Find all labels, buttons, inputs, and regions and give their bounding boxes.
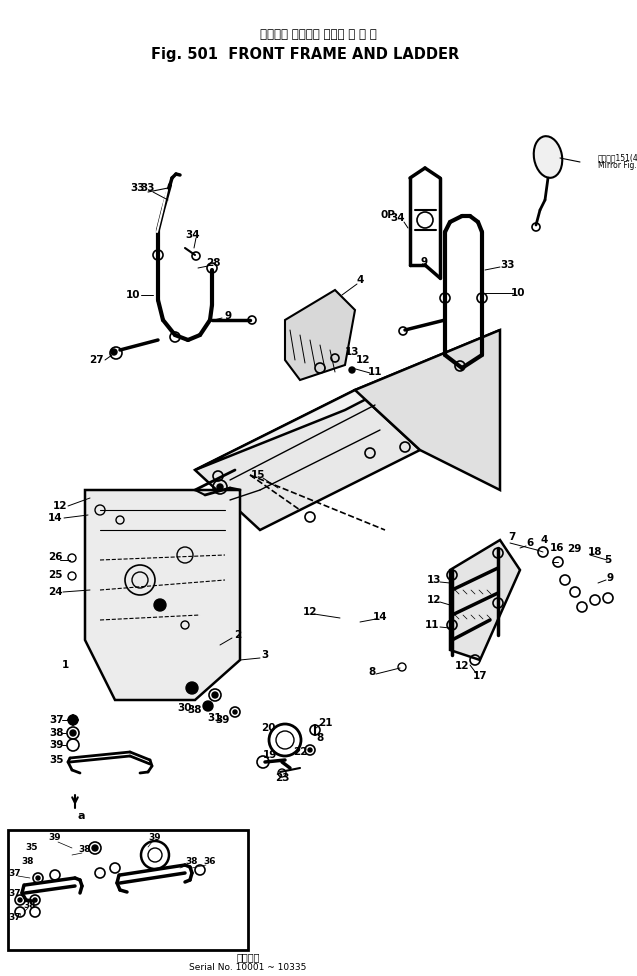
Text: a: a — [78, 811, 85, 821]
Text: Serial No. 10001 ~ 10335: Serial No. 10001 ~ 10335 — [189, 963, 306, 972]
Text: 4: 4 — [356, 275, 364, 285]
Circle shape — [70, 730, 76, 736]
Polygon shape — [355, 330, 500, 490]
Circle shape — [36, 876, 40, 880]
Text: 28: 28 — [206, 258, 220, 268]
Text: フロント フレーム および ラ ダ ー: フロント フレーム および ラ ダ ー — [260, 28, 376, 42]
Circle shape — [154, 599, 166, 611]
Text: 12: 12 — [427, 595, 441, 605]
Text: ミラー図151(4)号: ミラー図151(4)号 — [598, 153, 637, 162]
Text: 11: 11 — [368, 367, 382, 377]
Text: Mirror Fig. 161 (8).: Mirror Fig. 161 (8). — [598, 161, 637, 171]
Text: 20: 20 — [261, 723, 275, 733]
Circle shape — [111, 349, 117, 355]
Circle shape — [68, 715, 78, 725]
Text: 27: 27 — [89, 355, 103, 365]
Text: 33: 33 — [141, 183, 155, 193]
Polygon shape — [195, 390, 420, 530]
Text: 39: 39 — [48, 834, 61, 842]
Polygon shape — [450, 540, 520, 660]
Text: 14: 14 — [48, 513, 62, 523]
Text: 9: 9 — [224, 311, 232, 321]
Text: 21: 21 — [318, 718, 333, 728]
Text: 39: 39 — [215, 715, 229, 725]
Text: 9: 9 — [606, 573, 613, 583]
Text: 22: 22 — [293, 747, 307, 757]
Text: 14: 14 — [373, 612, 387, 622]
Text: 18: 18 — [588, 547, 602, 557]
Text: 8: 8 — [317, 733, 324, 743]
Text: 33: 33 — [131, 183, 145, 193]
Text: 38: 38 — [24, 901, 36, 910]
Text: 38: 38 — [186, 858, 198, 867]
Text: 38: 38 — [188, 705, 203, 715]
Text: 8: 8 — [368, 667, 376, 677]
Text: 37: 37 — [50, 715, 64, 725]
Text: 4: 4 — [540, 535, 548, 545]
Polygon shape — [195, 330, 500, 470]
Text: 適用番号: 適用番号 — [236, 952, 260, 962]
Text: 34: 34 — [390, 213, 405, 223]
Text: 12: 12 — [355, 355, 370, 365]
Circle shape — [186, 682, 198, 694]
Text: 38: 38 — [50, 728, 64, 738]
Text: 0P: 0P — [380, 210, 396, 220]
Text: 25: 25 — [48, 570, 62, 580]
Circle shape — [92, 845, 98, 851]
Polygon shape — [85, 490, 240, 700]
Text: 19: 19 — [263, 750, 277, 760]
Text: 6: 6 — [526, 538, 534, 548]
Text: 34: 34 — [186, 230, 200, 240]
Text: 39: 39 — [50, 740, 64, 750]
Text: 3: 3 — [261, 650, 269, 660]
Text: 36: 36 — [204, 858, 216, 867]
Text: 35: 35 — [25, 842, 38, 851]
Text: Fig. 501  FRONT FRAME AND LADDER: Fig. 501 FRONT FRAME AND LADDER — [151, 48, 459, 62]
Circle shape — [212, 692, 218, 698]
Bar — [8, 830, 248, 950]
Text: 2: 2 — [234, 630, 241, 640]
Text: 1: 1 — [61, 660, 69, 670]
Polygon shape — [285, 290, 355, 380]
Text: 24: 24 — [48, 587, 62, 597]
Circle shape — [203, 701, 213, 711]
Text: 37: 37 — [9, 888, 21, 898]
Text: 37: 37 — [9, 869, 21, 877]
Text: 26: 26 — [48, 552, 62, 562]
Text: 37: 37 — [9, 914, 21, 922]
Circle shape — [217, 484, 223, 490]
Text: 33: 33 — [501, 260, 515, 270]
Text: 10: 10 — [511, 288, 526, 298]
Circle shape — [308, 748, 312, 752]
Circle shape — [349, 367, 355, 373]
Ellipse shape — [534, 137, 562, 178]
Text: 35: 35 — [50, 755, 64, 765]
Text: 12: 12 — [53, 501, 68, 511]
Circle shape — [33, 898, 37, 902]
Text: 38: 38 — [79, 845, 91, 855]
Text: 12: 12 — [455, 661, 469, 671]
Circle shape — [233, 710, 237, 714]
Text: 30: 30 — [178, 703, 192, 713]
Text: 39: 39 — [148, 834, 161, 842]
Text: 13: 13 — [345, 347, 359, 357]
Text: 10: 10 — [125, 290, 140, 300]
Text: 31: 31 — [208, 713, 222, 723]
Text: 15: 15 — [251, 470, 265, 480]
Text: 7: 7 — [508, 532, 516, 542]
Text: 5: 5 — [605, 555, 612, 565]
Text: 11: 11 — [425, 620, 440, 630]
Text: 38: 38 — [22, 858, 34, 867]
Circle shape — [18, 898, 22, 902]
Text: 29: 29 — [567, 544, 581, 554]
Text: 12: 12 — [303, 607, 317, 617]
Text: 23: 23 — [275, 773, 289, 783]
Text: 9: 9 — [420, 257, 427, 267]
Text: 16: 16 — [550, 543, 564, 553]
Text: 17: 17 — [473, 671, 487, 681]
Text: 13: 13 — [427, 575, 441, 585]
